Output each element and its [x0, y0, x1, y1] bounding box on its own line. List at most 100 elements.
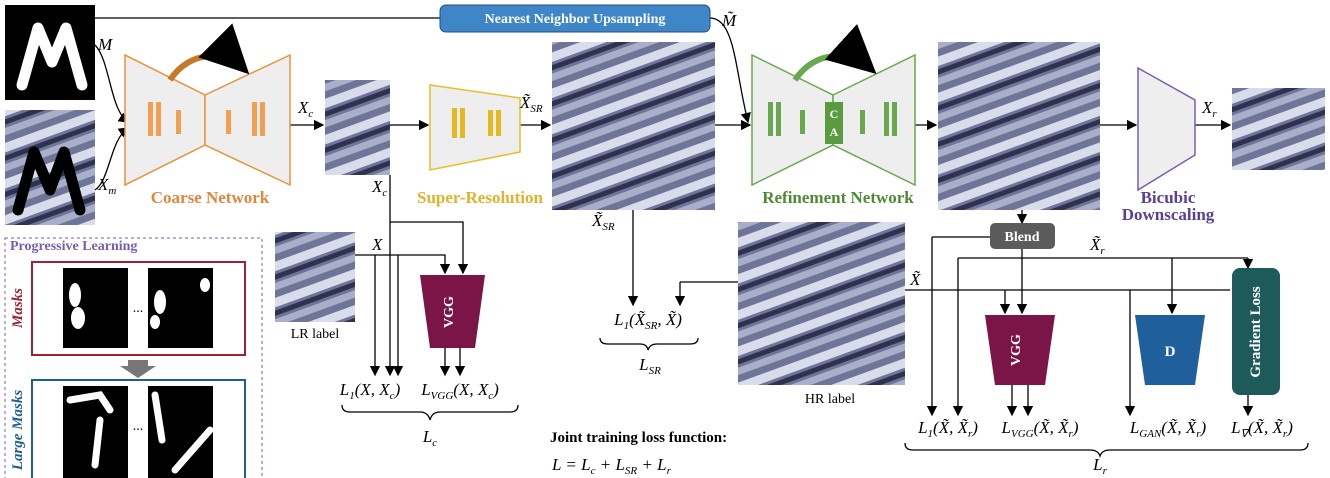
- discriminator-label: D: [1165, 344, 1176, 360]
- subscript: VGG: [1011, 428, 1034, 440]
- upsampling-label: Nearest Neighbor Upsampling: [485, 12, 666, 27]
- sr-output: [552, 42, 715, 210]
- math-text: ): [492, 380, 499, 399]
- math-text: (X̃, X̃: [1034, 418, 1070, 437]
- math-text: X: [297, 98, 309, 117]
- math-text: ): [394, 380, 401, 399]
- math-text: L: [1129, 418, 1139, 437]
- math-text: L: [638, 355, 648, 374]
- math-label: L1(X̃, X̃r): [917, 418, 978, 440]
- math-text: X: [371, 235, 383, 254]
- ca-label: C: [830, 107, 839, 121]
- progressive-box: [5, 238, 262, 478]
- math-text: (X̃, X̃: [1161, 418, 1197, 437]
- blend-label: Blend: [1004, 230, 1039, 245]
- masks-label: Masks: [10, 288, 26, 329]
- math-label: X̃: [909, 270, 921, 289]
- coarse-network: [125, 55, 290, 185]
- bicubic-block: [1138, 68, 1195, 190]
- math-text: X: [97, 175, 109, 194]
- math-label: LVGG(X̃, X̃r): [1001, 418, 1079, 440]
- ellipsis: ...: [133, 301, 144, 316]
- coarse-output: [325, 80, 390, 175]
- math-label: L1(X̃SR, X̃): [613, 310, 682, 332]
- math-text: X̃: [519, 93, 531, 112]
- math-text: (X, X: [355, 380, 391, 399]
- joint-title: Joint training loss function:: [550, 430, 727, 446]
- math-label: X̃SR: [519, 93, 543, 115]
- math-text: L: [1230, 418, 1240, 437]
- sr-label: Super-Resolution: [417, 188, 543, 207]
- math-text: (X̃, X̃: [933, 418, 969, 437]
- hr-label: HR label: [805, 392, 855, 407]
- math-text: (X, X: [453, 380, 489, 399]
- math-text: ): [971, 418, 978, 437]
- gradient-label: Gradient Loss: [1248, 286, 1264, 377]
- math-text: X: [1201, 98, 1213, 117]
- subscript: c: [432, 437, 437, 449]
- math-label: Lc: [422, 427, 437, 449]
- math-label: X̃r: [1089, 235, 1105, 257]
- math-text: X̃: [909, 270, 921, 289]
- math-text: ): [1286, 418, 1293, 437]
- math-label: L1(X, Xc): [339, 380, 401, 402]
- math-label: L∇(X̃, X̃r): [1230, 418, 1293, 440]
- bicubic-label: Downscaling: [1122, 205, 1215, 224]
- math-text: + L: [595, 455, 624, 474]
- math-text: X: [371, 177, 383, 196]
- math-label: Xc: [297, 98, 313, 120]
- math-text: X̃: [591, 211, 603, 230]
- diagram: Nearest Neighbor Upsampling Coarse Netwo…: [0, 0, 1330, 478]
- refinement-label: Refinement Network: [762, 188, 914, 207]
- subscript: m: [108, 185, 116, 197]
- math-label: M̃: [721, 11, 737, 30]
- math-label: Xc: [371, 177, 387, 199]
- ellipsis: ...: [133, 419, 144, 434]
- math-label: X̃SR: [591, 211, 615, 233]
- subscript: r: [1100, 245, 1105, 257]
- math-text: L: [917, 418, 927, 437]
- math-label: LVGG(X, Xc): [420, 380, 499, 402]
- subscript: r: [1103, 465, 1108, 477]
- math-text: (X̃, X̃: [1248, 418, 1284, 437]
- coarse-label: Coarse Network: [151, 188, 270, 207]
- math-text: X̃: [1089, 235, 1101, 254]
- math-label: Xr: [1201, 98, 1217, 120]
- math-label: M: [97, 35, 113, 54]
- math-text: M̃: [721, 11, 737, 30]
- math-text: L = L: [551, 455, 591, 474]
- math-text: (X̃: [629, 310, 646, 329]
- ca-label: A: [830, 125, 839, 139]
- subscript: VGG: [431, 390, 454, 402]
- math-label: Xm: [97, 175, 116, 197]
- subscript: GAN: [1139, 428, 1162, 440]
- math-text: ): [1200, 418, 1207, 437]
- math-text: L: [1001, 418, 1011, 437]
- hr-label-image: [738, 222, 905, 385]
- subscript: SR: [625, 465, 638, 477]
- math-text: L: [339, 380, 349, 399]
- subscript: r: [667, 465, 672, 477]
- final-output: [1232, 88, 1325, 170]
- lr-label-image: [275, 232, 355, 322]
- refined-output: [938, 42, 1100, 210]
- math-label: L = Lc + LSR + Lr: [551, 455, 672, 477]
- subscript: SR: [530, 103, 543, 115]
- math-text: L: [420, 380, 430, 399]
- math-text: ): [1072, 418, 1079, 437]
- subscript: SR: [649, 365, 662, 377]
- math-text: M: [97, 35, 113, 54]
- lr-label: LR label: [291, 327, 340, 342]
- large-masks-label: Large Masks: [10, 390, 26, 472]
- vgg-label: VGG: [1009, 334, 1024, 366]
- subscript: SR: [645, 320, 658, 332]
- math-text: L: [1092, 455, 1102, 474]
- math-text: L: [422, 427, 432, 446]
- math-label: Lr: [1092, 455, 1107, 477]
- subscript: c: [382, 187, 387, 199]
- subscript: c: [308, 108, 313, 120]
- math-text: , X̃): [657, 310, 682, 329]
- vgg-label: VGG: [442, 296, 457, 328]
- sr-network: [430, 85, 520, 170]
- math-text: + L: [637, 455, 666, 474]
